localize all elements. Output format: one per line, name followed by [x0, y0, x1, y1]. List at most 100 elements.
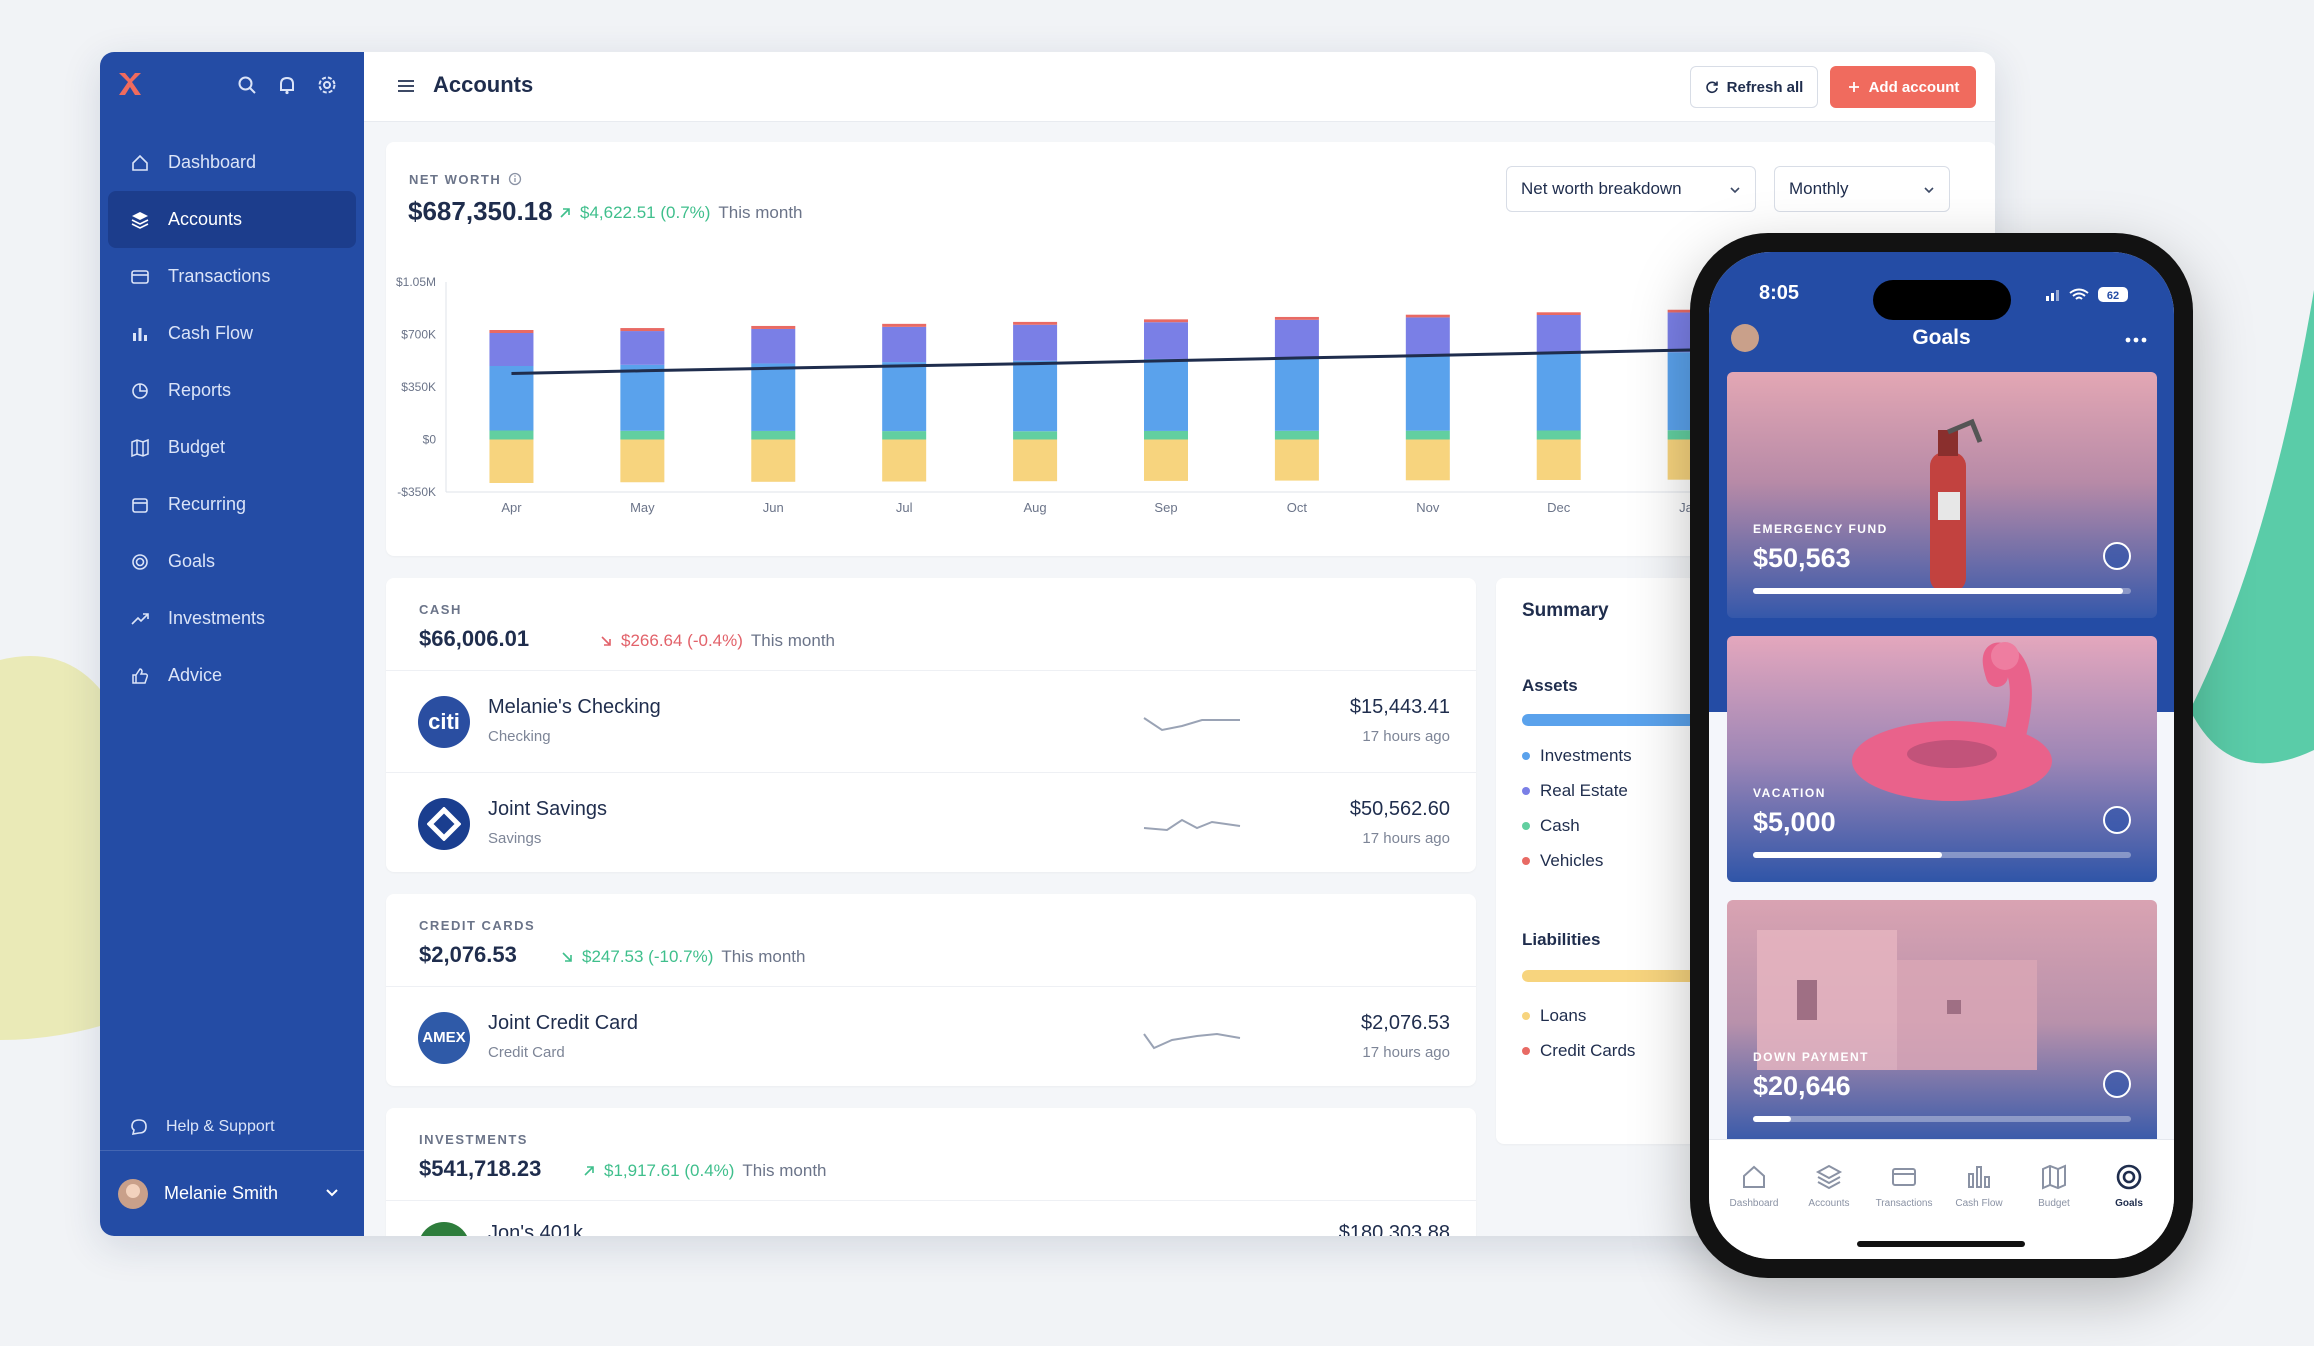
arrow-down-right-icon [601, 636, 611, 646]
calendar-icon [132, 497, 148, 513]
investments-change: $1,917.61 (0.4%) This month [582, 1161, 827, 1181]
tab-accounts[interactable]: Accounts [1792, 1162, 1866, 1209]
user-name: Melanie Smith [164, 1183, 279, 1203]
cash-flow-icon [1968, 1166, 1990, 1188]
x-tick-label: Aug [1024, 500, 1047, 515]
goal-label: EMERGENCY FUND [1753, 522, 1888, 536]
sidebar-item-transactions[interactable]: Transactions [108, 248, 356, 305]
divider [386, 772, 1476, 773]
user-menu[interactable]: Melanie Smith [100, 1150, 364, 1236]
bar-real-estate [882, 326, 927, 363]
goal-amount: $50,563 [1753, 543, 1851, 573]
tab-budget[interactable]: Budget [2017, 1162, 2091, 1209]
legend-cash: Cash [1522, 816, 1580, 836]
sidebar-item-accounts[interactable]: Accounts [108, 191, 356, 248]
goal-label: VACATION [1753, 786, 1826, 800]
sidebar-item-label: Advice [168, 665, 223, 685]
gear-icon[interactable] [316, 74, 338, 96]
cash-change: $266.64 (-0.4%) This month [599, 631, 835, 651]
page-title: Accounts [433, 72, 534, 97]
breakdown-select[interactable]: Net worth breakdown [1506, 166, 1756, 212]
sidebar-item-advice[interactable]: Advice [108, 647, 356, 704]
bar-real-estate [1405, 317, 1450, 356]
sidebar-item-recurring[interactable]: Recurring [108, 476, 356, 533]
account-row[interactable]: AMEX Joint Credit Card Credit Card $2,07… [386, 988, 1476, 1088]
sidebar-item-label: Reports [168, 380, 232, 400]
x-tick-label: Apr [501, 500, 522, 515]
x-tick-label: May [630, 500, 655, 515]
account-name: Melanie's Checking [488, 696, 661, 718]
refresh-icon [1705, 81, 1718, 94]
sidebar-item-budget[interactable]: Budget [108, 419, 356, 476]
bar-liabilities [1013, 439, 1058, 482]
accounts-icon [1815, 1164, 1843, 1190]
account-row[interactable]: Jon's 401k $180,303.88 [386, 1202, 1476, 1236]
net-worth-change-value: $4,622.51 (0.7%) [580, 203, 711, 222]
tab-label: Dashboard [1729, 1198, 1779, 1209]
credit-period: This month [721, 947, 806, 966]
tab-dashboard[interactable]: Dashboard [1717, 1162, 1791, 1209]
bar-chart-icon [133, 327, 147, 341]
bar-investments [1274, 357, 1319, 431]
phone-avatar[interactable] [1731, 324, 1759, 352]
account-updated: 17 hours ago [1362, 830, 1450, 847]
refresh-all-button[interactable]: Refresh all [1690, 66, 1818, 108]
tab-transactions[interactable]: Transactions [1867, 1162, 1941, 1209]
bar-vehicles [1536, 312, 1581, 315]
legend-label: Loans [1540, 1006, 1587, 1025]
arrow-up-right-icon [584, 1166, 594, 1176]
sidebar-item-label: Transactions [168, 266, 271, 286]
bar-liabilities [1144, 439, 1188, 481]
x-tick-label: Nov [1416, 500, 1440, 515]
goal-card-vacation[interactable]: VACATION $5,000 [1727, 636, 2157, 882]
bar-vehicles [1667, 309, 1712, 313]
bar-liabilities [882, 439, 927, 482]
legend-loans: Loans [1522, 1006, 1586, 1026]
sidebar-item-investments[interactable]: Investments [108, 590, 356, 647]
dynamic-island [1873, 280, 2011, 320]
sidebar-item-goals[interactable]: Goals [108, 533, 356, 590]
bar-cash [1274, 430, 1319, 440]
tab-goals[interactable]: Goals [2092, 1162, 2166, 1209]
logo-icon[interactable] [116, 70, 144, 98]
account-amount: $50,562.60 [1349, 798, 1450, 820]
phone-screen: 8:05 62 Goals EMERGENCY FUND $50,563 VAC… [1709, 252, 2174, 1259]
account-name: Joint Savings [488, 798, 607, 820]
bell-icon[interactable] [276, 74, 298, 96]
account-row[interactable]: Joint Savings Savings $50,562.60 17 hour… [386, 774, 1476, 874]
menu-icon[interactable] [396, 76, 416, 96]
sidebar-item-label: Recurring [168, 494, 247, 514]
legend-investments: Investments [1522, 746, 1632, 766]
bar-cash [1405, 430, 1450, 440]
account-row[interactable]: citi Melanie's Checking Checking $15,443… [386, 672, 1476, 772]
phone-tab-bar: Dashboard Accounts Transactions Cash Flow Bu… [1709, 1139, 2174, 1259]
sidebar-item-reports[interactable]: Reports [108, 362, 356, 419]
add-account-button[interactable]: Add account [1830, 66, 1976, 108]
info-icon[interactable] [508, 172, 522, 186]
bar-vehicles [1013, 321, 1058, 325]
sidebar-item-label: Cash Flow [168, 323, 254, 343]
bar-vehicles [1274, 316, 1319, 320]
bar-cash [1144, 430, 1188, 440]
goal-progress-fill [1753, 852, 1942, 858]
divider [386, 670, 1476, 671]
period-select[interactable]: Monthly [1774, 166, 1950, 212]
sidebar-item-cash-flow[interactable]: Cash Flow [108, 305, 356, 362]
sidebar-item-label: Dashboard [168, 152, 257, 172]
sidebar-item-dashboard[interactable]: Dashboard [108, 134, 356, 191]
bar-cash [489, 430, 534, 440]
pie-icon [132, 382, 148, 399]
net-worth-label: NET WORTH [409, 172, 502, 187]
chat-icon [131, 1119, 147, 1135]
goal-card-emergency-fund[interactable]: EMERGENCY FUND $50,563 [1727, 372, 2157, 618]
search-icon[interactable] [236, 74, 258, 96]
tab-cash-flow[interactable]: Cash Flow [1942, 1162, 2016, 1209]
help-support-link[interactable]: Help & Support [130, 1118, 275, 1136]
investments-value: $541,718.23 [419, 1156, 542, 1181]
net-worth-period: This month [718, 203, 803, 222]
more-icon[interactable] [2124, 330, 2148, 350]
x-tick-label: Sep [1154, 500, 1177, 515]
amex-logo: AMEX [418, 1012, 470, 1064]
investments-label: INVESTMENTS [419, 1132, 528, 1147]
goal-card-down-payment[interactable]: DOWN PAYMENT $20,646 [1727, 900, 2157, 1146]
